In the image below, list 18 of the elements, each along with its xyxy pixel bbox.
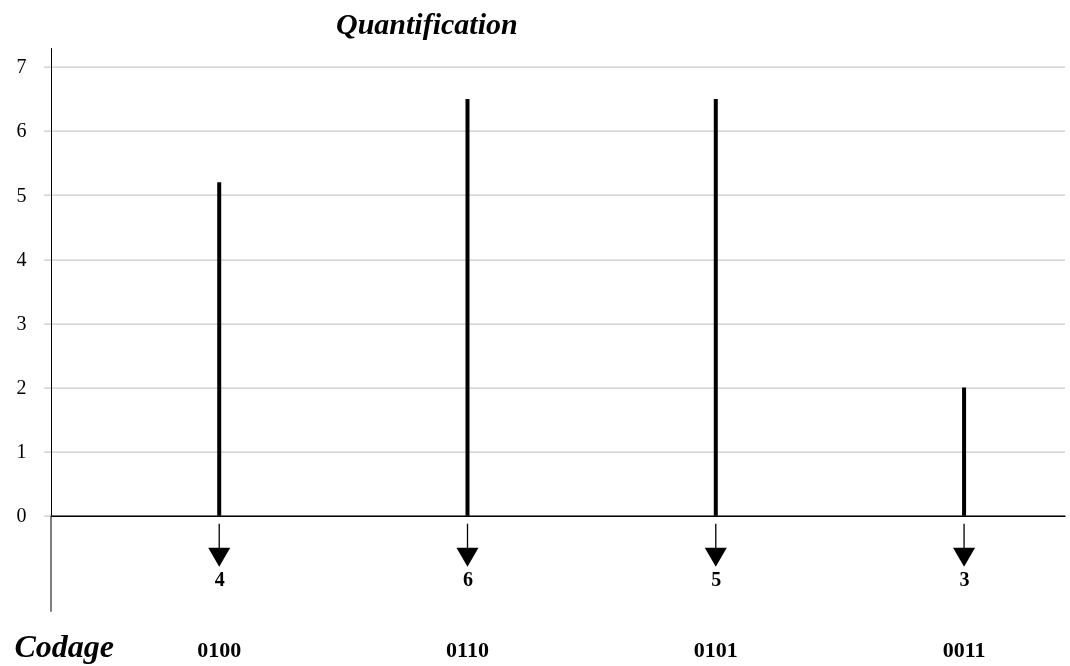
y-tick-label: 3 [16,311,27,334]
text: 0110 [446,637,489,662]
y-tick-label: 7 [16,55,27,78]
y-tick-label: 4 [16,247,27,270]
y-tick-label: 2 [16,375,27,398]
x-axis-title: Codage [14,628,115,665]
y-tick-label: 6 [16,119,27,142]
text: 0101 [693,637,738,662]
x-tick-label: 6 [463,568,473,591]
y-tick-label: 0 [16,504,27,527]
text: 0100 [197,637,242,662]
text: 0011 [942,637,986,662]
y-tick-label: 5 [16,183,27,206]
x-tick-label: 5 [711,568,722,591]
x-tick-label: 4 [214,568,225,591]
y-tick-label: 1 [16,440,27,463]
chart-title: Quantification [336,6,518,40]
x-tick-label: 3 [959,568,970,591]
